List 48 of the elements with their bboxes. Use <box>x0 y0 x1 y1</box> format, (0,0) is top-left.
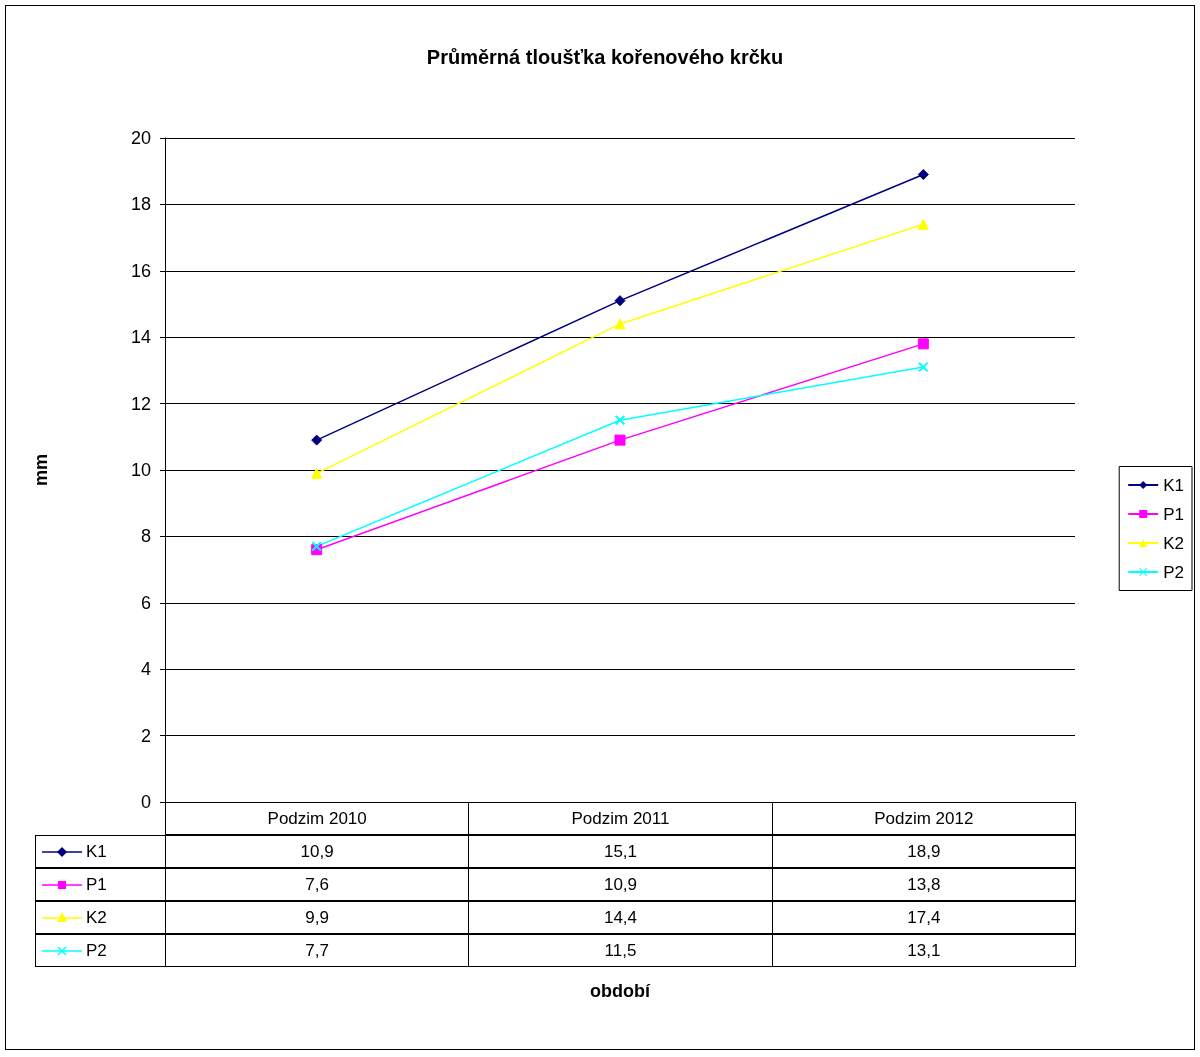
data-label: 13,1 <box>771 934 1076 967</box>
y-tick-label: 6 <box>140 592 151 613</box>
legend-label: P1 <box>1163 504 1184 524</box>
y-tick-label: 20 <box>130 128 151 148</box>
text: P2 <box>86 940 107 960</box>
y-tick-label: 12 <box>130 393 151 414</box>
y-tick-label: 10 <box>130 460 151 480</box>
y-tick-label: 16 <box>130 260 151 281</box>
data-label: 14,4 <box>468 901 773 934</box>
legend-label: K1 <box>1163 475 1184 495</box>
y-tick-label: 0 <box>140 792 151 812</box>
data-label: 11,5 <box>468 934 773 967</box>
y-axis-title: mm <box>31 453 51 487</box>
data-label: 10,9 <box>165 835 470 868</box>
legend-label: P2 <box>1163 562 1184 582</box>
y-tick-label: 4 <box>140 659 151 680</box>
y-tick-label: 18 <box>130 194 151 215</box>
data-label: 13,8 <box>771 868 1076 901</box>
point <box>918 362 929 373</box>
point <box>311 541 322 552</box>
data-label: 17,4 <box>771 901 1076 934</box>
text: K1 <box>86 841 107 861</box>
point <box>614 318 626 330</box>
legend-label: K2 <box>1163 533 1184 553</box>
data-label: 7,7 <box>165 934 470 967</box>
y-tick-label: 8 <box>140 526 151 547</box>
point <box>311 434 323 446</box>
point <box>917 169 929 181</box>
data-label: 18,9 <box>771 835 1076 868</box>
data-label: 10,9 <box>468 868 773 901</box>
chart-title: Průměrná tloušťka kořenového krčku <box>426 46 784 68</box>
data-label: 15,1 <box>468 835 773 868</box>
data-label: 7,6 <box>165 868 470 901</box>
point <box>917 338 929 350</box>
point <box>615 415 625 426</box>
x-tick-label: Podzim 2010 <box>165 802 470 835</box>
x-tick-label: Podzim 2011 <box>468 802 773 835</box>
text: K2 <box>86 907 107 927</box>
y-tick-label: 14 <box>130 327 151 348</box>
point <box>917 218 929 230</box>
data-label: 9,9 <box>165 901 470 934</box>
text: období <box>589 981 652 1002</box>
y-tick-label: 2 <box>140 725 151 746</box>
text: P1 <box>86 874 107 894</box>
x-tick-label: Podzim 2012 <box>771 802 1076 835</box>
point <box>614 295 626 307</box>
point <box>311 467 323 479</box>
point <box>614 434 626 446</box>
